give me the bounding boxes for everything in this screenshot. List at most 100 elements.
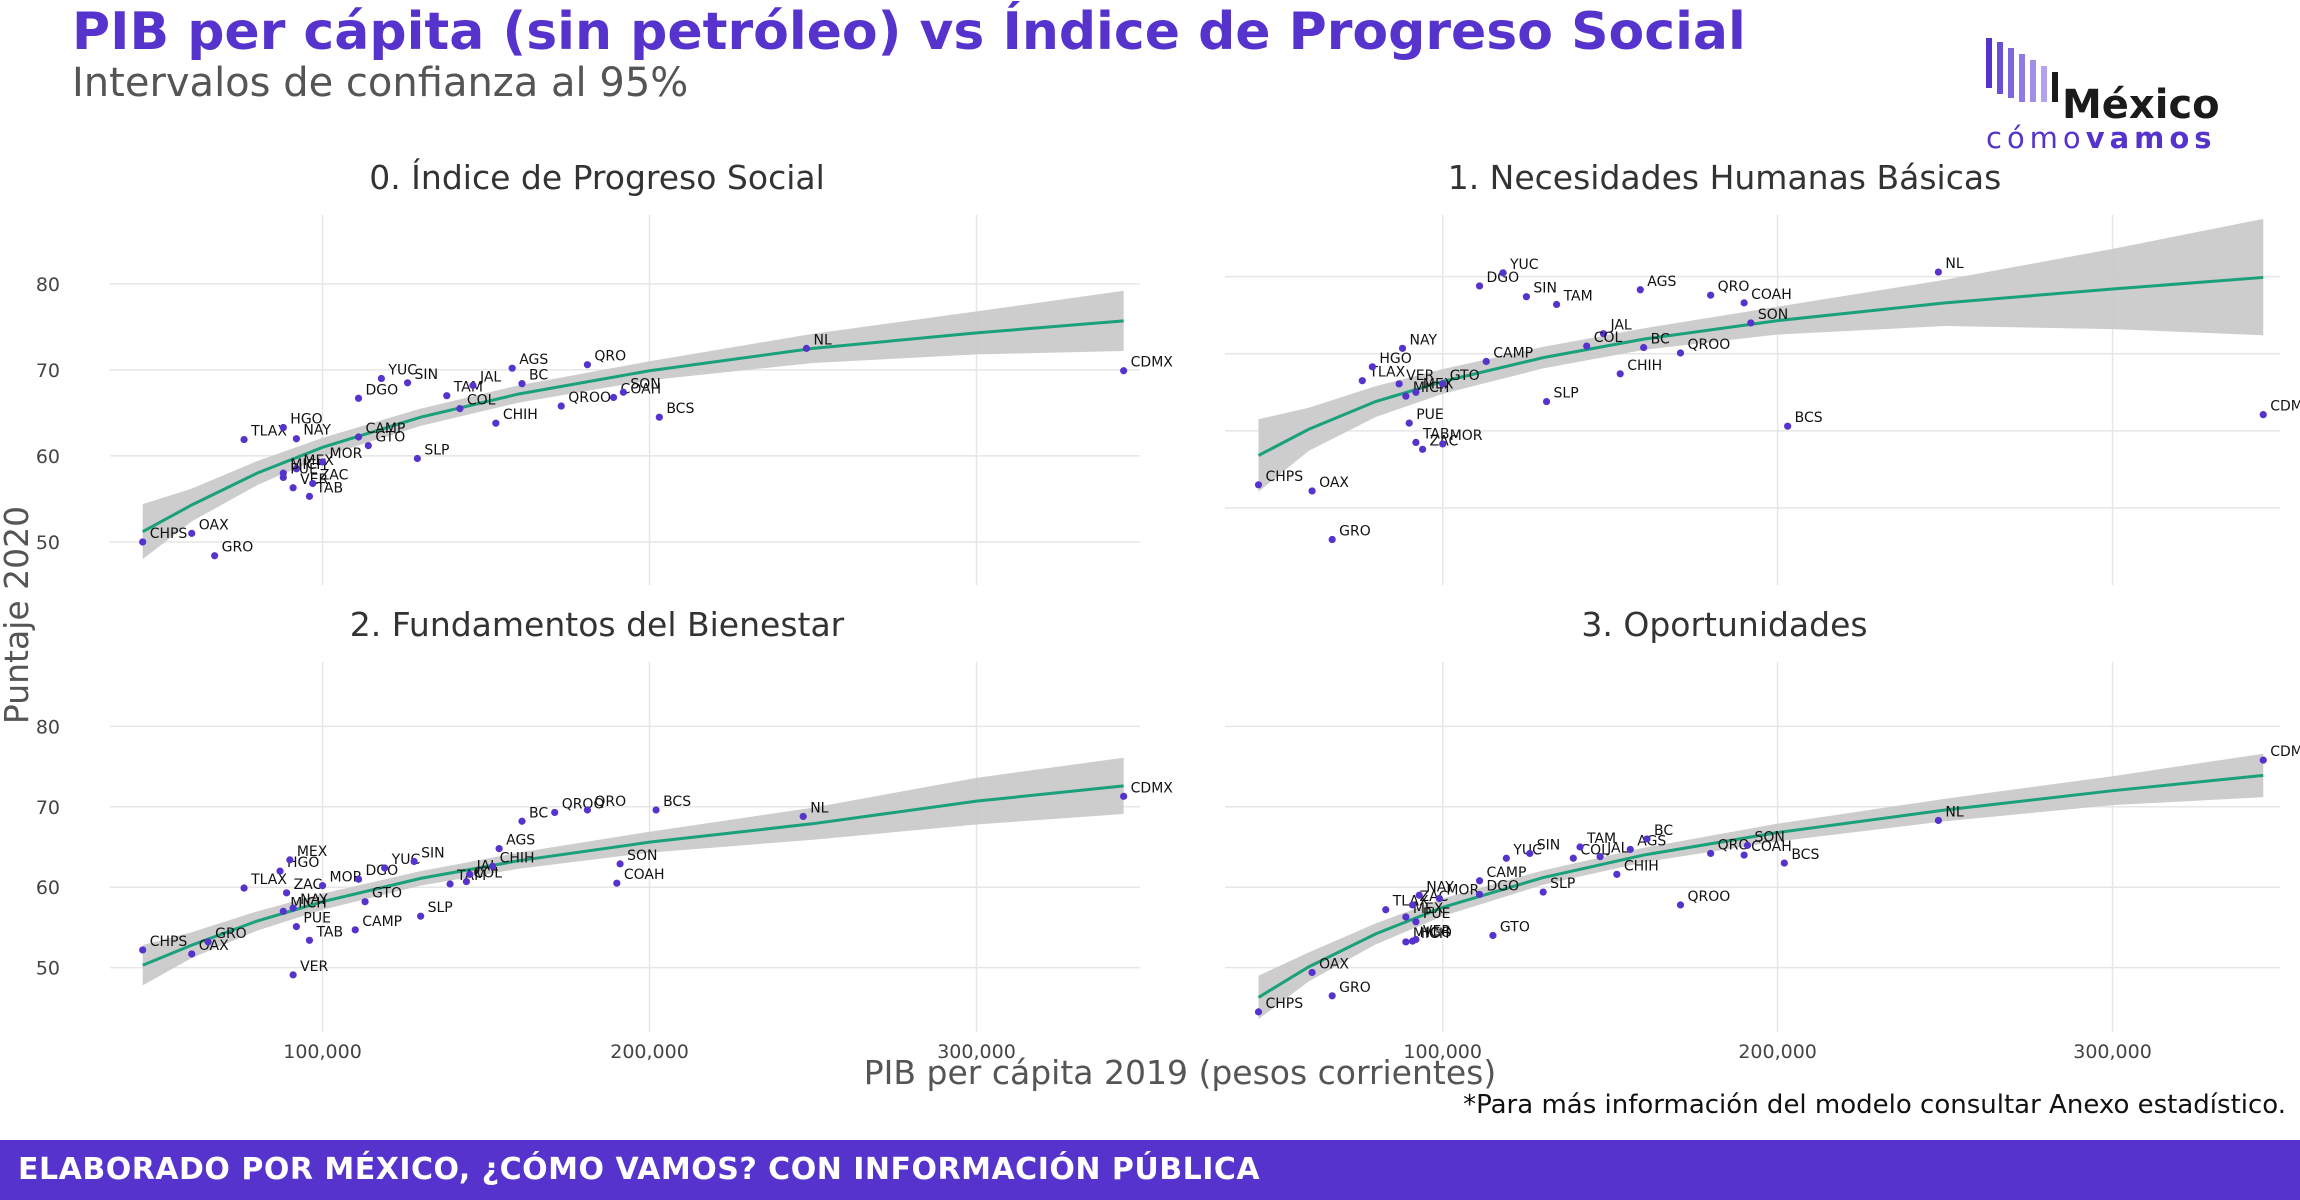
data-point xyxy=(188,529,196,537)
data-point xyxy=(139,538,147,546)
point-label: SIN xyxy=(415,367,439,383)
data-point xyxy=(1412,918,1420,926)
data-point xyxy=(799,812,807,821)
point-label: SIN xyxy=(421,845,445,861)
data-point xyxy=(1308,968,1316,977)
x-tick-label: 100,000 xyxy=(1403,1041,1482,1063)
data-point xyxy=(1398,344,1407,352)
data-point xyxy=(318,458,327,466)
point-label: HGO xyxy=(1379,351,1411,367)
data-point xyxy=(211,552,219,560)
point-label: CAMP xyxy=(366,421,406,437)
data-point xyxy=(583,361,591,369)
confidence-band xyxy=(1258,218,2264,492)
point-label: QRO xyxy=(594,794,626,810)
point-label: BC xyxy=(529,368,548,384)
point-label: CHPS xyxy=(150,934,188,950)
point-label: JAL xyxy=(1606,841,1628,857)
point-label: MOR xyxy=(1450,428,1483,444)
data-point xyxy=(1526,849,1534,858)
point-label: COAH xyxy=(1751,839,1792,855)
point-label: SIN xyxy=(1533,281,1557,297)
data-point xyxy=(1676,901,1685,909)
y-tick-label: 70 xyxy=(36,360,60,382)
data-point xyxy=(508,364,516,372)
data-point xyxy=(292,465,300,473)
point-label: NL xyxy=(810,800,828,816)
point-label: PUE xyxy=(290,461,318,477)
data-point xyxy=(1358,377,1366,385)
data-point xyxy=(289,971,297,979)
point-label: DGO xyxy=(366,863,399,879)
point-label: MOR xyxy=(330,446,363,462)
y-tick-label: 50 xyxy=(36,958,60,980)
confidence-band xyxy=(142,290,1124,560)
data-point xyxy=(240,435,248,444)
data-point xyxy=(204,938,212,946)
point-label: TAM xyxy=(1563,288,1593,304)
point-label: PUE xyxy=(303,911,331,927)
point-label: CDMX xyxy=(1131,780,1174,796)
data-point xyxy=(1395,380,1403,388)
data-point xyxy=(1743,841,1752,849)
point-label: NL xyxy=(1945,256,1963,272)
point-label: TLAX xyxy=(1368,365,1405,381)
data-point xyxy=(466,870,474,878)
point-label: TLAX xyxy=(250,872,287,888)
point-label: BC xyxy=(529,805,548,821)
point-label: CHPS xyxy=(1265,996,1303,1012)
data-point xyxy=(456,405,464,413)
logo-word-vamos: vamos xyxy=(2086,121,2217,154)
data-point xyxy=(1542,397,1551,406)
point-label: MICH xyxy=(290,895,327,911)
footer-bar: ELABORADO POR MÉXICO, ¿CÓMO VAMOS? CON I… xyxy=(0,1140,2300,1200)
facet-panel-0: 50 60 70 80 0. Índice de Progreso Social CHPS… xyxy=(36,157,1173,585)
y-tick-label: 50 xyxy=(36,532,60,554)
data-point xyxy=(282,889,291,897)
point-label: CDMX xyxy=(2270,744,2300,760)
point-label: MEX xyxy=(1423,376,1454,392)
point-label: CHIH xyxy=(1627,358,1662,374)
point-label: QRO xyxy=(1718,279,1750,295)
point-label: MEX xyxy=(297,844,328,860)
point-label: MOR xyxy=(330,870,363,886)
data-point xyxy=(1382,906,1390,914)
data-point xyxy=(1328,535,1336,544)
point-label: HGO xyxy=(290,412,322,428)
point-label: BCS xyxy=(663,794,691,810)
chart: Puntaje 2020 PIB per cápita 2019 (pesos … xyxy=(0,157,2300,1092)
x-tick-label: 300,000 xyxy=(937,1041,1016,1063)
data-point xyxy=(495,845,503,853)
point-label: PUE xyxy=(1416,407,1444,423)
data-point xyxy=(1643,835,1651,843)
facet-title: 3. Oportunidades xyxy=(1581,605,1867,644)
data-point xyxy=(469,381,477,389)
data-point xyxy=(1475,877,1484,885)
data-point xyxy=(1502,854,1510,862)
point-label: SLP xyxy=(1550,876,1575,892)
data-point xyxy=(1616,370,1624,378)
data-point xyxy=(446,880,454,888)
point-label: NAY xyxy=(300,892,328,908)
point-label: SLP xyxy=(428,900,453,916)
point-label: VER xyxy=(300,472,328,488)
data-point xyxy=(1499,269,1507,277)
data-point xyxy=(1626,845,1634,854)
data-point xyxy=(276,867,284,875)
data-point xyxy=(1740,851,1748,859)
point-label: GRO xyxy=(1339,980,1371,996)
data-point xyxy=(1475,890,1484,899)
facet-panel-1: 1. Necesidades Humanas Básicas CHPS OAX GRO… xyxy=(1225,158,2300,585)
x-tick-label: 100,000 xyxy=(283,1041,362,1063)
y-tick-label: 60 xyxy=(36,446,60,468)
data-point xyxy=(1522,293,1531,301)
data-point xyxy=(1552,300,1561,309)
point-label: PUE xyxy=(1423,906,1451,922)
point-label: AGS xyxy=(1647,274,1676,290)
point-label: TAB xyxy=(315,924,343,940)
data-point xyxy=(292,435,300,443)
data-point xyxy=(1254,481,1263,489)
data-point xyxy=(1402,913,1410,921)
point-label: CHIH xyxy=(1624,858,1659,874)
point-label: TAM xyxy=(1586,831,1616,847)
